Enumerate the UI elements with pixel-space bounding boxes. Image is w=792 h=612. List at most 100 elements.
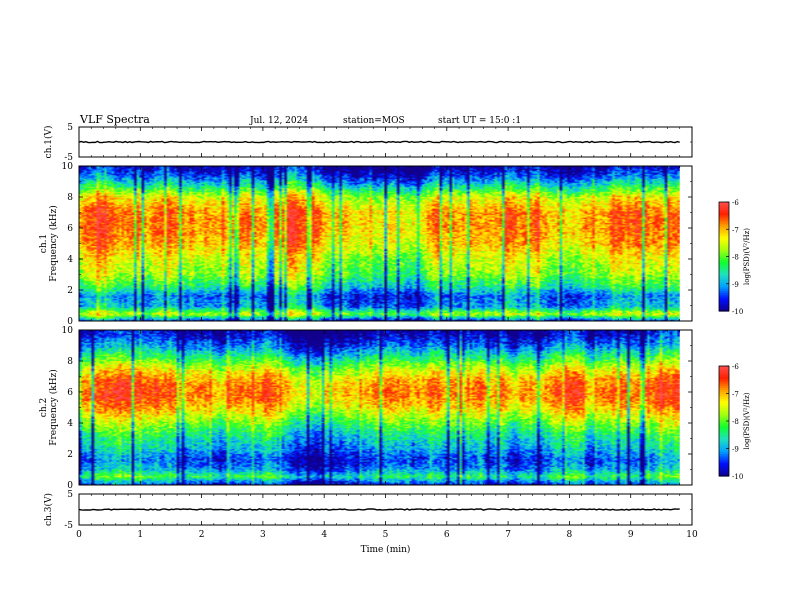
x-tick-label: 1 (137, 530, 143, 540)
colorbar-swatch (719, 296, 729, 299)
colorbar-swatch (719, 461, 729, 464)
colorbar-swatch (719, 203, 729, 207)
waveform-line (78, 508, 680, 511)
colorbar-swatch (719, 283, 729, 287)
x-tick-label: 0 (76, 530, 82, 540)
colorbar-swatch (719, 465, 729, 468)
colorbar-swatch (719, 470, 729, 473)
colorbar-swatch (719, 439, 729, 442)
colorbar-swatch (719, 229, 729, 232)
colorbar-swatch (719, 216, 729, 219)
colorbar-swatch (719, 389, 729, 393)
y-axis-label-frequency: Frequency (kHz) (48, 369, 59, 446)
colorbar-swatch (719, 384, 729, 387)
x-tick-label: 5 (383, 530, 389, 540)
colorbar-swatch (719, 421, 729, 424)
colorbar-swatch (719, 307, 729, 310)
panel-ch1-waveform: 5 -5 ch.1(V) (43, 123, 693, 163)
colorbar-swatch (719, 395, 729, 398)
colorbar-swatch (719, 221, 729, 225)
y-tick-label: 0 (67, 481, 73, 491)
figure-header: VLF Spectra Jul. 12, 2024 station=MOS st… (79, 113, 521, 126)
colorbar-swatch (719, 404, 729, 407)
colorbar-swatch (719, 444, 729, 448)
x-tick-label: 3 (260, 530, 266, 540)
colorbar-swatch (719, 441, 729, 444)
y-tick-label: 4 (67, 255, 73, 265)
colorbar-swatch (719, 276, 729, 279)
colorbar-swatch (719, 223, 729, 227)
colorbar-swatch (719, 243, 729, 247)
colorbar-swatch (719, 472, 729, 475)
colorbar-swatch (719, 410, 729, 413)
colorbar-swatch (719, 294, 729, 298)
y-tick-label: -5 (64, 521, 73, 531)
colorbar-swatch (719, 422, 729, 426)
y-tick-label: 5 (67, 123, 73, 133)
colorbar-swatch (719, 459, 729, 462)
colorbar-swatch (719, 400, 729, 404)
spectrogram-image-ch1 (79, 166, 680, 321)
colorbar-swatch (719, 419, 729, 422)
colorbar-swatch (719, 231, 729, 234)
y-axis-label: ch.3(V) (43, 493, 54, 526)
colorbar-swatch (719, 263, 729, 267)
colorbar-swatch (719, 225, 729, 229)
colorbar-swatch (719, 399, 729, 402)
colorbar-swatch (719, 271, 729, 274)
colorbar-tick-label: -8 (732, 254, 739, 262)
colorbar-tick-label: -8 (732, 418, 739, 426)
colorbar-swatch (719, 378, 729, 382)
colorbar-swatch (719, 260, 729, 263)
figure-title: VLF Spectra (79, 113, 150, 126)
y-axis-label: ch.1(V) (43, 126, 54, 159)
station-label: station=MOS (343, 116, 405, 126)
y-tick-label: 2 (67, 450, 73, 460)
colorbar-swatch (719, 428, 729, 431)
colorbar-swatch (719, 300, 729, 303)
colorbar-swatch (719, 292, 729, 296)
colorbar-swatch (719, 241, 729, 245)
colorbar-tick-label: -10 (732, 308, 743, 316)
x-tick-label: 9 (628, 530, 634, 540)
colorbar-swatch (719, 267, 729, 270)
colorbar-swatch (719, 382, 729, 385)
colorbar-swatch (719, 240, 729, 243)
colorbar-swatch (719, 413, 729, 417)
spectrogram-image-ch2 (79, 330, 680, 485)
colorbar-swatch (719, 426, 729, 429)
colorbar-swatch (719, 415, 729, 418)
colorbar-swatch (719, 289, 729, 292)
colorbar-swatch (719, 468, 729, 472)
colorbar-swatch (719, 301, 729, 305)
colorbar-tick-label: -9 (732, 446, 739, 454)
colorbar-swatch (719, 291, 729, 294)
colorbar-swatch (719, 369, 729, 373)
colorbar-swatch (719, 466, 729, 470)
y-tick-label: 6 (67, 224, 73, 234)
colorbar-swatch (719, 454, 729, 457)
colorbar-swatch (719, 435, 729, 439)
colorbar-swatch (719, 278, 729, 281)
colorbar-swatch (719, 251, 729, 254)
colorbar-swatch (719, 380, 729, 384)
colorbar-swatch (719, 261, 729, 265)
panel-ch1-spectrogram: 0 2 4 6 8 10 ch.1 Frequency (kHz) -6 -7 -8 -9 -10 log… (39, 162, 751, 327)
colorbar-swatch (719, 211, 729, 214)
y-tick-label: 10 (62, 162, 74, 172)
colorbar-swatch (719, 212, 729, 216)
colorbar-swatch (719, 252, 729, 256)
colorbar-swatch (719, 474, 729, 477)
colorbar-swatch (719, 391, 729, 395)
colorbar-tick-label: -6 (732, 363, 739, 371)
colorbar-swatch (719, 298, 729, 301)
y-tick-label: 4 (67, 419, 73, 429)
colorbar-swatch (719, 366, 729, 369)
waveform-line (78, 140, 680, 144)
y-tick-label: -5 (64, 153, 73, 163)
y-tick-label: 2 (67, 286, 73, 296)
colorbar-swatch (719, 214, 729, 218)
colorbar-swatch (719, 408, 729, 411)
